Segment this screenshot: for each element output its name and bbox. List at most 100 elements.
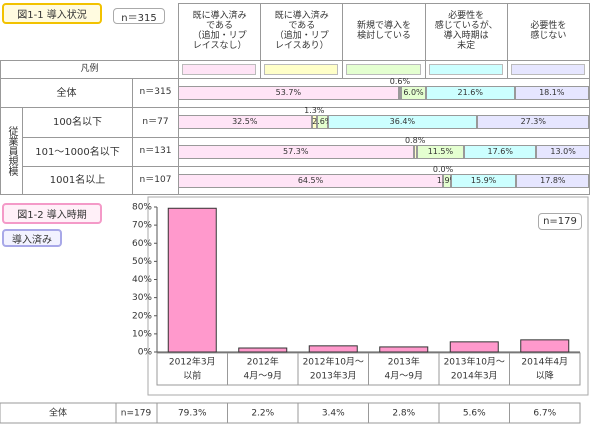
value-label: 18.1%: [539, 88, 565, 97]
row-n: n＝77: [132, 107, 179, 138]
x-tick-label: 以降: [536, 370, 554, 382]
value-label: 57.3%: [283, 147, 309, 156]
x-tick-label: 以前: [183, 370, 201, 382]
row-n: n＝107: [132, 166, 179, 195]
row-label: 100名以下: [22, 107, 133, 138]
y-tick-label: 20%: [132, 311, 152, 321]
x-tick-label: 2013年: [388, 356, 420, 368]
title: 図1-1 導入状況: [2, 3, 102, 24]
legend-swatch: [264, 64, 339, 75]
y-tick-label: 80%: [132, 203, 152, 213]
x-tick-label: 2012年10月〜: [303, 356, 364, 368]
row-label: 全体: [0, 78, 133, 108]
value-label: 6.0%: [403, 88, 424, 97]
x-tick-label: 2012年: [247, 356, 279, 368]
value-label: 64.5%: [297, 176, 324, 185]
legend-header: 既に導入済み である （追加・リプ レイスなし）: [178, 3, 262, 61]
bar-segment: [316, 115, 328, 129]
value-label: 21.6%: [457, 88, 483, 97]
y-tick-label: 0%: [138, 348, 153, 358]
legend-header: 必要性を 感じない: [506, 3, 590, 61]
row-label: 101〜1000名以下: [22, 137, 133, 167]
bar-segment: [416, 145, 465, 159]
x-tick-label: 2014年4月: [521, 356, 568, 368]
table-value: 5.6%: [463, 409, 486, 419]
bar: [520, 339, 570, 353]
legend-swatch: [428, 64, 503, 75]
y-tick-label: 40%: [132, 275, 152, 285]
value-label: 0.0%: [432, 165, 454, 174]
table-value: 2.8%: [392, 409, 415, 419]
legend-label: 凡例: [0, 60, 179, 79]
table-value: 79.3%: [178, 409, 207, 419]
bar: [238, 347, 288, 353]
bar-segment: [514, 86, 589, 100]
value-label: 2.6%: [312, 117, 333, 126]
value-label: 11.5%: [427, 147, 454, 156]
bar-segment: [178, 86, 399, 100]
row-n: n＝315: [132, 78, 179, 108]
value-label: 13.0%: [550, 147, 576, 156]
table-n: n=179: [121, 409, 152, 419]
bar: [167, 207, 217, 353]
y-tick-label: 70%: [132, 221, 152, 231]
bar-segment: [327, 115, 478, 129]
bar: [379, 346, 429, 353]
bar-segment: [464, 145, 537, 159]
bar-segment: [536, 145, 590, 159]
group-label: 従業員規模: [0, 107, 23, 195]
table-value: 6.7%: [533, 409, 556, 419]
n-label: n＝315: [113, 8, 165, 24]
bar-segment: [401, 86, 426, 100]
row-n: n＝131: [132, 137, 179, 167]
legend-swatch: [346, 64, 421, 75]
bar-segment: [178, 174, 444, 188]
value-label: 0.8%: [404, 136, 426, 145]
y-tick-label: 10%: [132, 329, 152, 339]
legend-header: 新規で導入を 検討している: [342, 3, 426, 61]
value-label: 1.3%: [304, 106, 325, 115]
value-label: 53.7%: [275, 88, 302, 97]
table-value: 3.4%: [322, 409, 345, 419]
bar-segment: [516, 174, 590, 188]
bar-segment: [178, 115, 312, 129]
table-value: 2.2%: [251, 409, 274, 419]
subtitle: 導入済み: [2, 229, 62, 247]
bar-segment: [311, 115, 317, 129]
value-label: 15.9%: [470, 176, 497, 185]
x-tick-label: 4月〜9月: [244, 371, 282, 382]
bar: [449, 341, 499, 353]
y-tick-label: 30%: [132, 293, 152, 303]
row-label: 1001名以上: [22, 166, 133, 195]
x-tick-label: 2013年3月: [310, 370, 357, 382]
category-cell: [509, 352, 581, 386]
value-label: 17.8%: [540, 176, 566, 185]
y-tick-label: 60%: [132, 239, 152, 249]
value-label: 0.6%: [389, 77, 411, 86]
value-label: 32.5%: [232, 117, 258, 126]
legend-header: 既に導入済み である （追加・リプ レイスあり）: [260, 3, 344, 61]
bar-segment: [450, 174, 517, 188]
value-label: 36.4%: [389, 117, 416, 126]
bar: [308, 345, 358, 353]
value-label: 17.6%: [487, 147, 513, 156]
legend-swatch: [510, 64, 585, 75]
bar-segment: [477, 115, 590, 129]
n-label: n=179: [538, 213, 582, 230]
bar-segment: [178, 145, 414, 159]
table-cell: [509, 402, 581, 424]
bar-segment: [398, 86, 402, 100]
x-tick-label: 4月〜9月: [385, 371, 423, 382]
bar-segment: [425, 86, 515, 100]
x-tick-label: 2014年3月: [451, 370, 498, 382]
bar-segment: [443, 174, 451, 188]
y-tick-label: 50%: [132, 257, 152, 267]
x-tick-label: 2013年10月〜: [444, 356, 505, 368]
bar-segment: [413, 145, 417, 159]
value-label: 1.9%: [436, 176, 458, 185]
table-row-label: 全体: [49, 407, 67, 419]
value-label: 27.3%: [520, 117, 546, 126]
legend-swatch: [182, 64, 257, 75]
